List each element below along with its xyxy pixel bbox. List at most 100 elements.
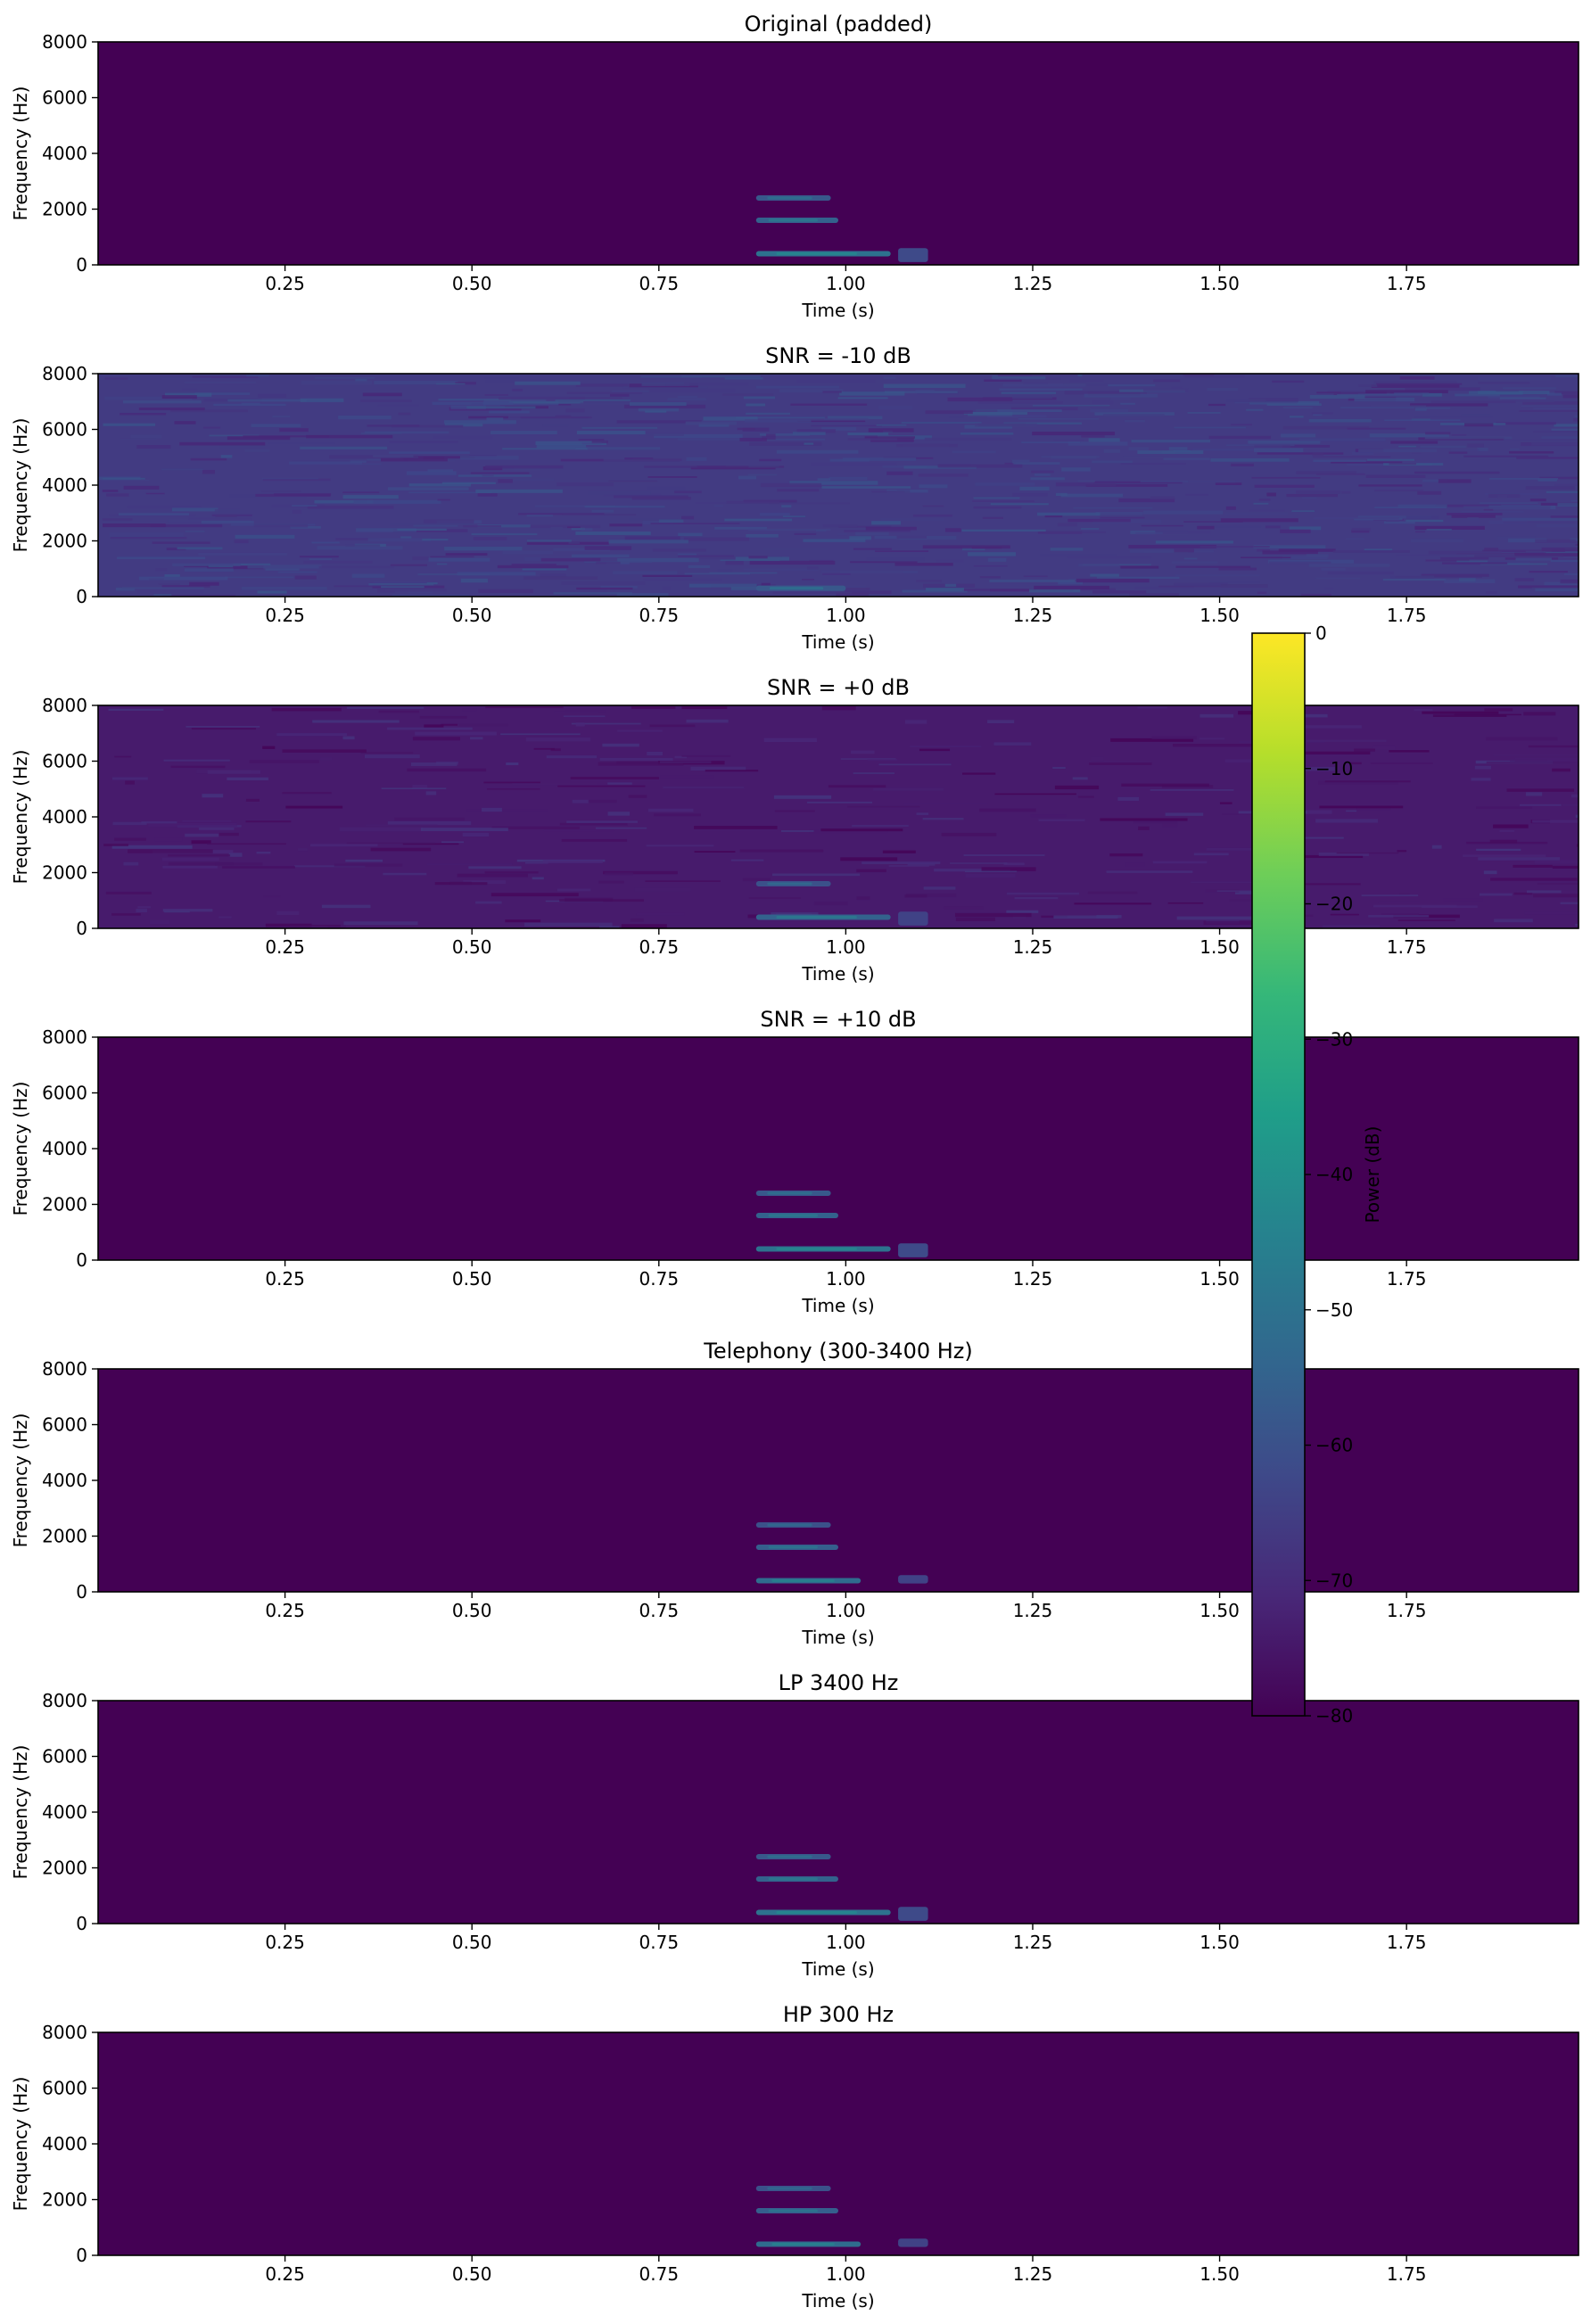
noise-streak xyxy=(595,827,647,829)
noise-streak xyxy=(868,428,914,433)
noise-streak xyxy=(475,901,502,904)
noise-streak xyxy=(608,480,658,482)
y-tick-label: 6000 xyxy=(42,1414,87,1436)
noise-streak xyxy=(1518,585,1579,589)
noise-streak xyxy=(485,379,549,383)
noise-streak xyxy=(491,826,580,829)
noise-streak xyxy=(1003,862,1025,866)
noise-streak xyxy=(823,417,869,420)
harmonic-core xyxy=(769,587,824,590)
panel-title: HP 300 Hz xyxy=(783,2002,894,2027)
noise-streak xyxy=(1532,820,1579,823)
noise-streak xyxy=(508,401,584,404)
noise-streak xyxy=(1014,896,1059,900)
noise-streak xyxy=(1092,400,1114,405)
noise-streak xyxy=(550,748,561,752)
noise-streak xyxy=(1311,412,1333,415)
colorbar-tick-label: −80 xyxy=(1315,1705,1353,1727)
x-tick-label: 0.75 xyxy=(639,936,680,958)
noise-streak xyxy=(484,377,519,379)
noise-streak xyxy=(152,541,210,544)
noise-streak xyxy=(803,539,866,542)
noise-streak xyxy=(1299,836,1344,839)
noise-streak xyxy=(763,548,829,550)
noise-streak xyxy=(1489,839,1518,844)
noise-streak xyxy=(1522,401,1579,405)
noise-streak xyxy=(241,402,260,405)
noise-streak xyxy=(646,845,714,847)
noise-streak xyxy=(864,436,915,439)
noise-streak xyxy=(1003,422,1082,424)
noise-streak xyxy=(394,817,465,821)
noise-streak xyxy=(185,530,205,532)
noise-streak xyxy=(613,571,678,574)
noise-streak xyxy=(373,455,414,457)
noise-streak xyxy=(1073,507,1153,509)
x-axis-label: Time (s) xyxy=(801,1295,874,1316)
noise-streak xyxy=(650,523,740,524)
noise-streak xyxy=(1312,456,1391,458)
noise-streak xyxy=(1120,462,1186,466)
noise-streak xyxy=(1203,920,1259,926)
noise-streak xyxy=(518,513,605,515)
noise-streak xyxy=(485,706,564,709)
noise-streak xyxy=(1476,806,1533,809)
noise-streak xyxy=(1544,581,1578,586)
noise-streak xyxy=(1012,492,1048,497)
colorbar: 0 −10 −20 −30 −40 −50 −60 −70 −80 Power (dB) xyxy=(1251,622,1383,1727)
noise-streak xyxy=(1173,744,1260,747)
noise-streak xyxy=(1162,531,1211,534)
noise-streak xyxy=(503,478,555,482)
noise-streak xyxy=(530,524,601,529)
noise-streak xyxy=(218,832,239,836)
noise-streak xyxy=(777,489,820,492)
noise-streak xyxy=(342,495,399,499)
harmonic-core xyxy=(767,1191,812,1195)
noise-streak xyxy=(603,493,662,497)
noise-streak xyxy=(356,528,416,532)
noise-streak xyxy=(1395,576,1482,578)
x-tick-label: 1.75 xyxy=(1387,1932,1427,1953)
noise-streak xyxy=(1208,435,1272,440)
noise-streak xyxy=(1447,513,1503,515)
noise-streak xyxy=(473,537,507,540)
noise-streak xyxy=(182,388,198,391)
x-tick-label: 1.50 xyxy=(1199,1932,1240,1953)
noise-streak xyxy=(282,749,367,753)
noise-streak xyxy=(821,705,856,711)
noise-streak xyxy=(185,726,260,728)
noise-streak xyxy=(1234,401,1298,404)
noise-streak xyxy=(677,553,697,556)
noise-streak xyxy=(512,388,523,391)
noise-streak xyxy=(1514,552,1579,556)
noise-streak xyxy=(1364,548,1393,551)
noise-streak xyxy=(1010,407,1078,411)
noise-streak xyxy=(612,391,661,392)
noise-streak xyxy=(840,758,896,760)
noise-streak xyxy=(567,526,581,529)
y-tick-label: 0 xyxy=(76,1913,87,1934)
noise-streak xyxy=(1266,403,1322,406)
noise-streak xyxy=(1063,383,1142,386)
noise-streak xyxy=(102,490,119,492)
noise-streak xyxy=(1550,515,1579,519)
noise-streak xyxy=(1546,490,1579,493)
noise-streak xyxy=(1349,762,1362,765)
x-tick-label: 1.50 xyxy=(1199,1268,1240,1290)
noise-streak xyxy=(878,405,913,409)
noise-streak xyxy=(629,402,687,407)
noise-streak xyxy=(944,583,957,588)
x-tick-label: 1.75 xyxy=(1387,273,1427,294)
noise-streak xyxy=(638,408,680,412)
noise-streak xyxy=(984,379,1022,382)
noise-streak xyxy=(964,870,1018,873)
harmonic-core xyxy=(767,882,812,886)
noise-streak xyxy=(807,801,873,804)
noise-streak xyxy=(1037,531,1083,534)
x-tick-label: 1.50 xyxy=(1199,1600,1240,1621)
noise-streak xyxy=(1092,590,1147,594)
noise-streak xyxy=(485,465,564,469)
noise-streak xyxy=(746,403,765,407)
noise-streak xyxy=(1488,477,1559,480)
noise-streak xyxy=(432,401,514,405)
